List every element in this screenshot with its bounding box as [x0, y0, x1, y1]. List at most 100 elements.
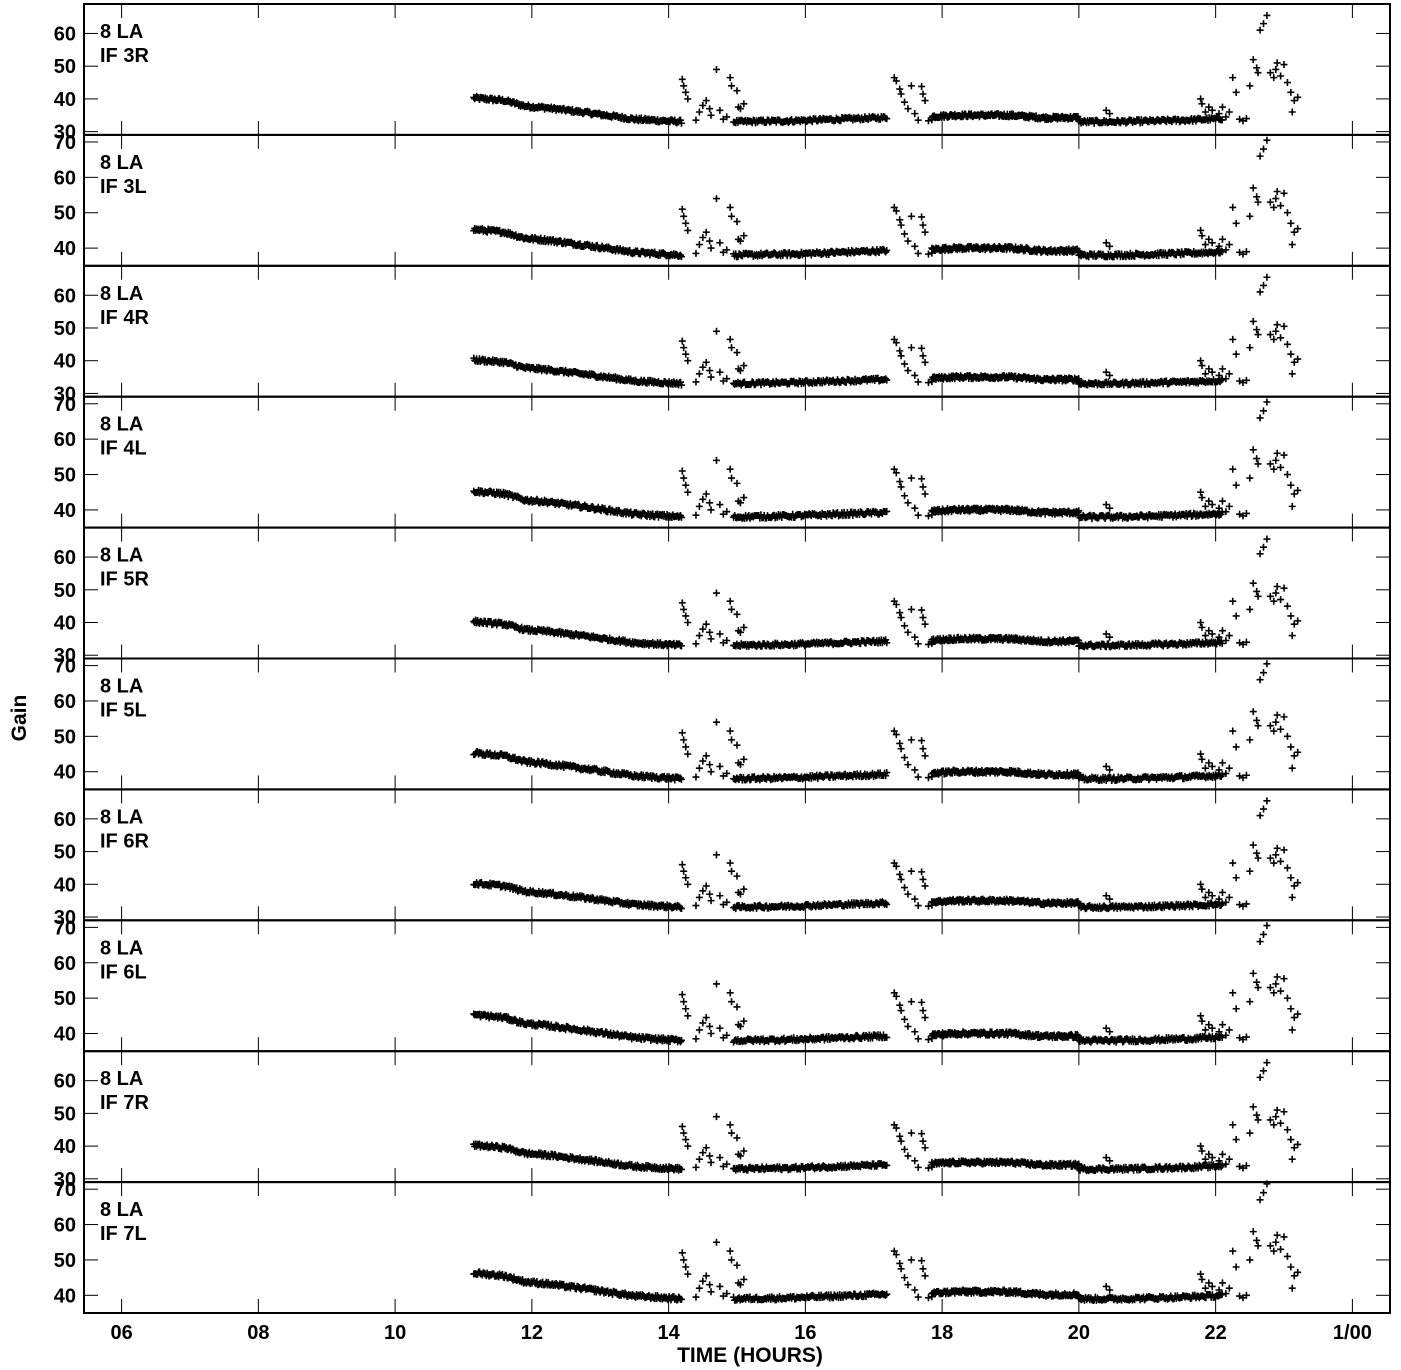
data-point	[699, 757, 707, 765]
data-point	[699, 625, 707, 633]
panel-if-label: IF 3R	[100, 45, 149, 67]
data-point	[1246, 344, 1254, 352]
panel-antenna-label: 8 LA	[100, 676, 143, 698]
data-point	[726, 597, 734, 605]
data-point	[1205, 497, 1213, 505]
data-point	[706, 367, 714, 375]
data-point	[1288, 370, 1296, 378]
data-point	[1225, 632, 1233, 640]
data-point	[1106, 242, 1114, 250]
data-point	[904, 761, 912, 769]
panel-if-label: IF 4L	[100, 438, 147, 460]
data-point	[1205, 759, 1213, 767]
panel-frame	[83, 264, 1391, 398]
data-point	[1102, 239, 1110, 247]
data-point	[684, 357, 692, 365]
data-point	[1197, 357, 1205, 365]
data-point	[1208, 630, 1216, 638]
data-point	[706, 499, 714, 507]
data-point	[1205, 365, 1213, 373]
data-point	[702, 358, 710, 366]
data-point	[1201, 764, 1209, 772]
data-point	[1102, 762, 1110, 770]
data-point	[680, 344, 688, 352]
data-point	[1288, 241, 1296, 249]
data-point	[716, 630, 724, 638]
data-point	[1229, 727, 1237, 735]
data-point	[1280, 61, 1288, 69]
y-tick-label: 40	[54, 762, 76, 784]
y-tick-label: 60	[54, 547, 76, 569]
data-point	[702, 620, 710, 628]
data-point	[1263, 535, 1271, 543]
data-point	[1249, 708, 1257, 716]
data-point	[706, 628, 714, 636]
data-point	[728, 605, 736, 613]
data-point	[1266, 592, 1274, 600]
data-point	[1256, 414, 1264, 422]
data-point	[1102, 630, 1110, 638]
data-point	[1242, 115, 1250, 123]
data-point	[1205, 235, 1213, 243]
data-point	[914, 249, 922, 257]
data-point	[1106, 110, 1114, 118]
data-point	[1272, 589, 1280, 597]
data-point	[1106, 766, 1114, 774]
data-point	[1201, 370, 1209, 378]
y-tick-label: 40	[54, 89, 76, 111]
data-point	[1273, 583, 1281, 591]
data-point	[1290, 620, 1298, 628]
data-point	[728, 82, 736, 90]
data-point	[726, 335, 734, 343]
data-point	[1198, 232, 1206, 240]
data-point	[896, 347, 904, 355]
data-point	[1253, 716, 1261, 724]
data-point	[904, 367, 912, 375]
data-point	[907, 212, 915, 220]
data-point	[692, 249, 700, 257]
data-point	[901, 754, 909, 762]
data-point	[896, 85, 904, 93]
data-point	[924, 512, 932, 520]
data-point	[1256, 26, 1264, 34]
data-point	[911, 633, 919, 641]
data-point	[911, 371, 919, 379]
panel-if-label: IF 4R	[100, 307, 149, 329]
data-point	[914, 773, 922, 781]
panel-antenna-label: 8 LA	[100, 806, 143, 828]
data-point	[740, 494, 748, 502]
data-point	[1256, 152, 1264, 160]
panel-if-label: IF 3L	[100, 176, 147, 198]
data-point	[695, 370, 703, 378]
data-point	[712, 65, 720, 73]
data-point	[1253, 587, 1261, 595]
data-point	[896, 216, 904, 224]
y-tick-label: 40	[54, 613, 76, 635]
data-point	[901, 622, 909, 630]
data-point	[1270, 74, 1278, 82]
data-point	[1283, 471, 1291, 479]
y-tick-label: 70	[54, 394, 76, 416]
data-point	[918, 213, 926, 221]
data-point	[918, 737, 926, 745]
data-point	[728, 736, 736, 744]
data-point	[733, 87, 741, 95]
data-point	[1256, 676, 1264, 684]
data-point	[897, 483, 905, 491]
data-point	[1263, 398, 1271, 406]
data-point	[1270, 203, 1278, 211]
data-point	[911, 110, 919, 118]
data-point	[728, 344, 736, 352]
data-point	[1260, 669, 1267, 677]
data-point	[914, 511, 922, 519]
data-point	[1266, 69, 1274, 77]
data-point	[707, 506, 715, 514]
data-point	[1287, 743, 1295, 751]
data-point	[1218, 497, 1226, 505]
data-point	[1288, 108, 1296, 116]
